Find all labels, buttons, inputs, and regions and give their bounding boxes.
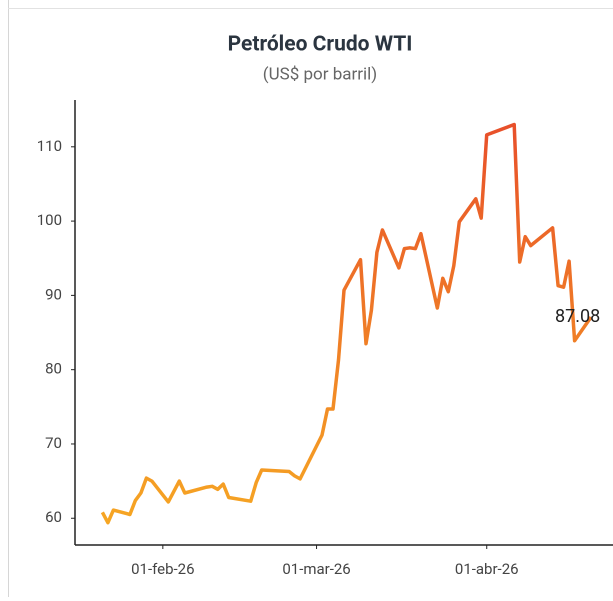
chart-subtitle: (US$ por barril) (263, 64, 377, 84)
y-tick-label: 110 (37, 137, 62, 155)
y-tick-label: 90 (45, 285, 62, 303)
price-line (100, 122, 593, 525)
x-tick-label: 01-feb-26 (131, 560, 194, 578)
y-tick-label: 100 (37, 211, 62, 229)
chart-title: Petróleo Crudo WTI (228, 33, 413, 57)
y-tick-label: 80 (45, 360, 62, 378)
last-value-label: 87.08 (555, 306, 600, 327)
x-tick-label: 01-abr-26 (455, 560, 519, 578)
y-tick-label: 70 (45, 434, 62, 452)
y-tick-label: 60 (45, 508, 62, 526)
x-tick-label: 01-mar-26 (282, 560, 350, 578)
